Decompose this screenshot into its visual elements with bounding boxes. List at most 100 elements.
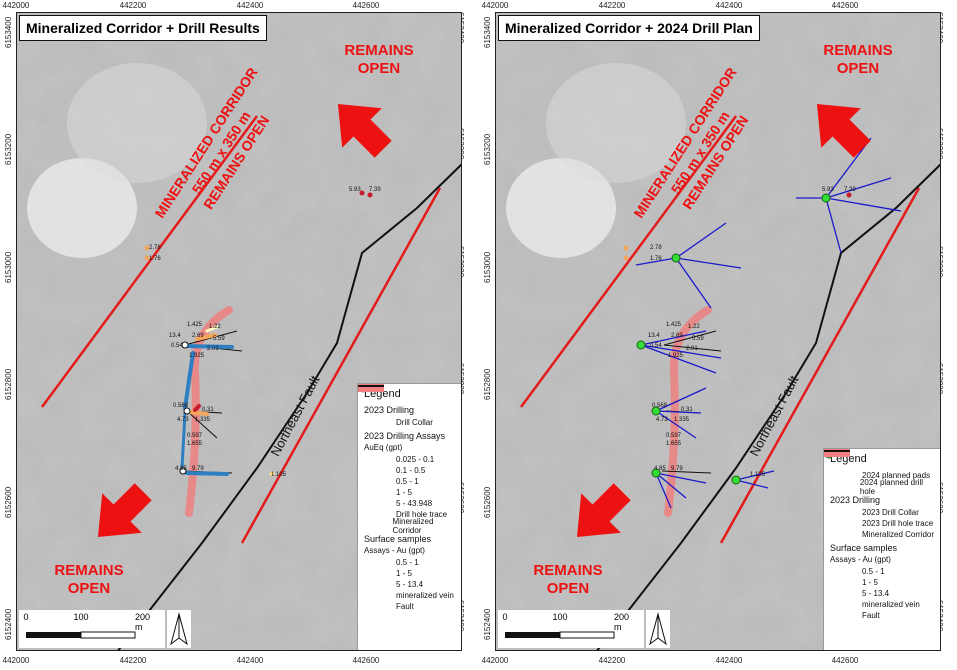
sample-label: 13.4 bbox=[169, 333, 181, 339]
map-frame[interactable]: 5.93 7.39 2.78 1.76 1.425 1.22 13.4 2.69… bbox=[16, 12, 462, 651]
legend-vein: mineralized vein bbox=[396, 591, 454, 600]
x-tick: 442600 bbox=[831, 1, 859, 10]
sample-label: 1.655 bbox=[666, 441, 682, 447]
left-map-panel: 442000 442200 442400 442600 442000 44220… bbox=[0, 0, 478, 670]
sample-label: 5.93 bbox=[349, 187, 361, 193]
sample-label: 0.31 bbox=[681, 407, 693, 413]
sample-label: 1.655 bbox=[187, 441, 203, 447]
x-tick: 442600 bbox=[352, 1, 380, 10]
sample-label: 0.54 bbox=[171, 343, 183, 349]
sample-label: 1.335 bbox=[674, 417, 690, 423]
x-tick: 442000 bbox=[2, 1, 30, 10]
legend-fault: Fault bbox=[862, 611, 880, 620]
remains-open-sw-line2: OPEN bbox=[68, 580, 111, 597]
sample-label: 2.01 bbox=[686, 346, 698, 352]
assay-intervals bbox=[180, 325, 234, 476]
sample-label: 4.73 bbox=[656, 417, 668, 423]
legend-section-2023: 2023 Drilling bbox=[364, 405, 415, 415]
map-title: Mineralized Corridor + Drill Results bbox=[19, 15, 267, 41]
plateau-ridge bbox=[546, 63, 686, 183]
x-tick: 442000 bbox=[481, 656, 509, 665]
surface-samples bbox=[144, 190, 373, 477]
legend-surface-title: Surface samples bbox=[830, 543, 898, 553]
planned-pads bbox=[636, 193, 831, 485]
sample-label: 13.4 bbox=[648, 333, 660, 339]
legend-planned-pads: 2024 planned pads bbox=[862, 471, 931, 480]
plateau bbox=[27, 158, 137, 258]
sample-label: 0.568 bbox=[173, 403, 189, 409]
sample-label: 7.39 bbox=[844, 187, 856, 193]
y-tick: 6153000 bbox=[483, 251, 492, 283]
legend-surface-bin: 1 - 5 bbox=[862, 578, 879, 587]
x-tick: 442400 bbox=[715, 656, 743, 665]
y-tick: 6153200 bbox=[483, 133, 492, 165]
remains-open-ne-line1: REMAINS bbox=[823, 42, 892, 59]
legend-vein: mineralized vein bbox=[862, 600, 920, 609]
arrow-ne bbox=[337, 103, 392, 158]
surface-samples bbox=[623, 192, 852, 261]
arrow-sw bbox=[97, 483, 152, 538]
legend-assays-units: AuEq (gpt) bbox=[364, 443, 403, 452]
sample-label: 1.76 bbox=[650, 256, 662, 262]
x-tick: 442000 bbox=[2, 656, 30, 665]
legend-surface-units: Assays - Au (gpt) bbox=[830, 555, 891, 564]
y-tick: 6153400 bbox=[4, 16, 13, 48]
y-tick: 6152600 bbox=[483, 486, 492, 518]
sample-label: 1.925 bbox=[189, 353, 205, 359]
sample-label: 0.597 bbox=[187, 433, 203, 439]
legend-corridor: Mineralized Corridor bbox=[861, 530, 935, 539]
sample-label: 7.39 bbox=[369, 187, 381, 193]
sample-label: 2.69 bbox=[671, 333, 683, 339]
sample-label: 0.31 bbox=[202, 407, 214, 413]
x-tick: 442600 bbox=[831, 656, 859, 665]
north-arrow-icon bbox=[167, 610, 191, 648]
legend-surface-units: Assays - Au (gpt) bbox=[364, 546, 425, 555]
x-tick: 442400 bbox=[236, 1, 264, 10]
planned-holes bbox=[635, 137, 902, 509]
arrow-ne bbox=[816, 103, 871, 158]
sample-label: 5.93 bbox=[822, 187, 834, 193]
sample-label: 1.105 bbox=[750, 472, 766, 478]
corridor-line-west bbox=[519, 115, 738, 408]
sample-label: 9.79 bbox=[192, 466, 204, 472]
plateau bbox=[506, 158, 616, 258]
legend-drill-trace: 2023 Drill hole trace bbox=[862, 519, 934, 528]
y-tick: 6152800 bbox=[483, 368, 492, 400]
legend-assay-bin: 1 - 5 bbox=[396, 488, 413, 497]
sample-label: 1.425 bbox=[187, 322, 203, 328]
remains-open-ne-line2: OPEN bbox=[837, 60, 880, 77]
legend-fault: Fault bbox=[396, 602, 414, 611]
sample-label: 5.59 bbox=[213, 336, 225, 342]
x-tick: 442200 bbox=[119, 656, 147, 665]
legend: Legend 2023 Drilling Drill Collar 2023 D… bbox=[357, 383, 461, 650]
legend-assays-title: 2023 Drilling Assays bbox=[364, 431, 446, 441]
legend-surface-bin: 5 - 13.4 bbox=[396, 580, 424, 589]
x-tick: 442200 bbox=[119, 1, 147, 10]
legend-surface-bin: 0.5 - 1 bbox=[862, 567, 885, 576]
fault-line bbox=[117, 163, 461, 650]
y-tick: 6153200 bbox=[4, 133, 13, 165]
sample-label: 1.76 bbox=[149, 256, 161, 262]
corridor-line-east bbox=[240, 187, 442, 544]
x-tick: 442400 bbox=[236, 656, 264, 665]
arrow-sw bbox=[576, 483, 631, 538]
sample-label: 2.01 bbox=[207, 346, 219, 352]
sample-label: 4.85 bbox=[654, 466, 666, 472]
remains-open-sw-line1: REMAINS bbox=[533, 562, 602, 579]
map-frame[interactable]: 5.93 7.39 2.78 1.76 1.425 1.22 13.4 2.69… bbox=[495, 12, 941, 651]
y-tick: 6152400 bbox=[4, 608, 13, 640]
x-tick: 442600 bbox=[352, 656, 380, 665]
legend-drill-trace: Drill hole trace bbox=[396, 510, 448, 519]
sample-label: 1.335 bbox=[195, 417, 211, 423]
legend-assay-bin: 5 - 43.948 bbox=[396, 499, 433, 508]
remains-open-sw-line2: OPEN bbox=[547, 580, 590, 597]
remains-open-ne-line1: REMAINS bbox=[344, 42, 413, 59]
remains-open-sw-line1: REMAINS bbox=[54, 562, 123, 579]
north-arrow-icon bbox=[646, 610, 670, 648]
y-tick: 6153400 bbox=[483, 16, 492, 48]
corridor-line-west bbox=[40, 115, 259, 408]
legend-planned-hole: 2024 planned drill hole bbox=[859, 477, 924, 496]
scale-bar: 0 100 200 m bbox=[498, 610, 644, 648]
legend-drill-collar: 2023 Drill Collar bbox=[862, 508, 919, 517]
sample-label: 0.54 bbox=[650, 343, 662, 349]
